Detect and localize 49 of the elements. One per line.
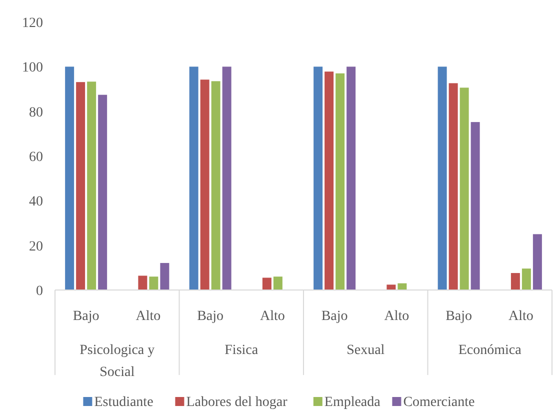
bar [98, 94, 108, 290]
bar [522, 268, 531, 290]
text: Fisica [224, 343, 259, 358]
x-tick-label: Alto [384, 309, 410, 324]
bar [138, 276, 148, 290]
bar [460, 88, 469, 290]
x-tick-label: Alto [260, 309, 285, 324]
y-tick-label: 100 [22, 60, 43, 76]
y-tick-label: 80 [29, 105, 43, 120]
bar [87, 82, 96, 290]
legend-label: Labores del hogar [186, 395, 288, 410]
x-tick-label: Bajo [446, 309, 472, 324]
bar [211, 81, 220, 290]
bar [189, 66, 198, 290]
legend-label: Comerciante [403, 395, 475, 410]
bar [65, 66, 74, 290]
bar [149, 276, 158, 290]
y-tick-label: 60 [29, 150, 43, 165]
bar [336, 73, 345, 290]
x-tick-label: Bajo [197, 309, 224, 324]
bar [510, 273, 520, 290]
text: Psicologica y Social [80, 343, 155, 380]
bar [262, 278, 272, 290]
legend-label: Empleada [324, 395, 382, 410]
bar [273, 276, 282, 290]
x-tick-label: Alto [136, 309, 161, 324]
bar [222, 66, 232, 290]
bar [438, 66, 447, 290]
y-tick-label: 20 [29, 239, 43, 254]
legend-label: Estudiante [94, 395, 154, 410]
x-tick-label: Alto [508, 309, 534, 324]
bar [386, 284, 396, 290]
bar [200, 80, 210, 290]
x-tick-label: Bajo [72, 309, 100, 324]
text: Económica [458, 343, 522, 358]
bar [76, 82, 86, 290]
bar [346, 66, 356, 290]
text: Sexual [346, 343, 385, 358]
bar [470, 122, 480, 290]
bar [324, 72, 334, 290]
bar [160, 262, 170, 290]
y-tick-label: 40 [29, 194, 43, 210]
y-tick-label: 120 [22, 16, 43, 31]
bar [532, 234, 542, 290]
bar [314, 66, 323, 290]
y-tick-label: 0 [36, 284, 43, 299]
bar [398, 283, 407, 290]
bar [448, 83, 458, 290]
x-tick-label: Bajo [321, 309, 348, 324]
